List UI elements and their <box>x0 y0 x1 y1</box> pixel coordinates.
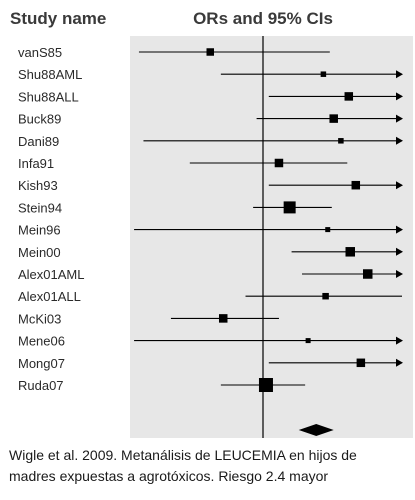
plot-background <box>130 36 413 438</box>
study-label: McKi03 <box>18 311 61 326</box>
study-label: Mein96 <box>18 223 61 238</box>
study-rows: vanS85 Shu88AML Shu88ALL Buck89 Dani89 Infa91… <box>18 45 403 393</box>
or-point <box>351 180 361 190</box>
study-name-header: Study name <box>10 9 106 28</box>
or-point <box>345 247 356 257</box>
ci-arrow <box>396 247 403 256</box>
study-label: vanS85 <box>18 45 62 60</box>
summary-diamond <box>298 424 334 436</box>
study-label: Dani89 <box>18 134 59 149</box>
or-point <box>218 314 228 323</box>
or-point <box>258 378 273 392</box>
caption-line-2: madres expuestas a agrotóxicos. Riesgo 2… <box>9 468 329 484</box>
study-label: Mene06 <box>18 334 65 349</box>
or-point <box>344 92 354 101</box>
or-point <box>329 114 338 123</box>
effect-header: ORs and 95% CIs <box>193 9 333 28</box>
ci-arrow <box>396 225 403 234</box>
or-point <box>322 292 329 300</box>
caption-line-1: Wigle et al. 2009. Metanálisis de LEUCEM… <box>9 447 357 463</box>
study-label: Alex01ALL <box>18 289 81 304</box>
or-point <box>320 71 327 77</box>
or-point <box>325 227 331 233</box>
or-point <box>356 358 366 368</box>
study-label: Kish93 <box>18 178 58 193</box>
figure-caption: Wigle et al. 2009. Metanálisis de LEUCEM… <box>9 445 411 487</box>
ci-arrow <box>396 181 403 190</box>
ci-arrow <box>396 270 403 278</box>
or-point <box>338 138 344 144</box>
ci-arrow <box>396 136 403 145</box>
study-label: Infa91 <box>18 156 54 171</box>
study-label: Ruda07 <box>18 378 64 393</box>
ci-arrow <box>396 70 403 79</box>
or-point <box>206 48 215 56</box>
or-point <box>362 269 373 279</box>
or-point <box>283 201 296 214</box>
study-label: Shu88AML <box>18 67 82 82</box>
or-point <box>305 338 311 344</box>
ci-arrow <box>396 92 403 101</box>
study-label: Shu88ALL <box>18 89 79 104</box>
study-label: Alex01AML <box>18 267 84 282</box>
study-label: Mong07 <box>18 356 65 371</box>
study-label: Buck89 <box>18 112 61 127</box>
or-point <box>274 158 284 168</box>
ci-arrow <box>396 358 403 367</box>
ci-arrow <box>396 114 403 123</box>
study-label: Mein00 <box>18 245 61 260</box>
study-label: Stein94 <box>18 200 62 215</box>
ci-arrow <box>396 336 403 345</box>
